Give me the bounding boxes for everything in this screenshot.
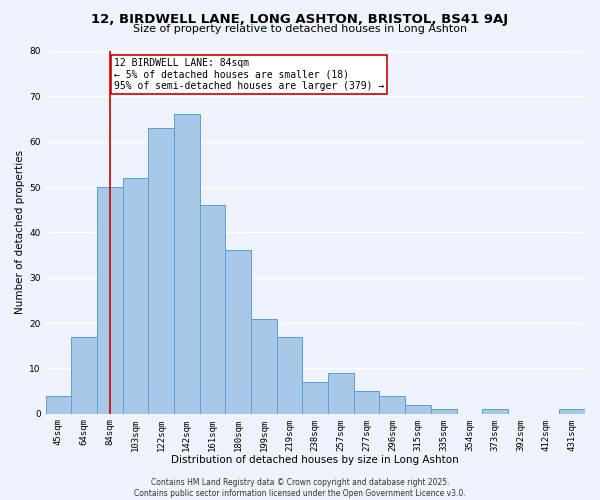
Text: Contains HM Land Registry data © Crown copyright and database right 2025.
Contai: Contains HM Land Registry data © Crown c… [134,478,466,498]
Bar [97,187,122,414]
Bar [354,391,379,413]
Text: 12 BIRDWELL LANE: 84sqm
← 5% of detached houses are smaller (18)
95% of semi-det: 12 BIRDWELL LANE: 84sqm ← 5% of detached… [113,58,384,91]
Bar [559,409,585,414]
Text: Size of property relative to detached houses in Long Ashton: Size of property relative to detached ho… [133,24,467,34]
Bar [431,409,457,414]
X-axis label: Distribution of detached houses by size in Long Ashton: Distribution of detached houses by size … [172,455,459,465]
Bar [200,205,226,414]
Bar [482,409,508,414]
Bar [277,336,302,413]
Bar [174,114,200,414]
Bar [148,128,174,414]
Y-axis label: Number of detached properties: Number of detached properties [15,150,25,314]
Bar [328,373,354,414]
Bar [46,396,71,413]
Text: 12, BIRDWELL LANE, LONG ASHTON, BRISTOL, BS41 9AJ: 12, BIRDWELL LANE, LONG ASHTON, BRISTOL,… [91,12,509,26]
Bar [302,382,328,414]
Bar [122,178,148,414]
Bar [405,404,431,413]
Bar [251,318,277,414]
Bar [71,336,97,413]
Bar [379,396,405,413]
Bar [226,250,251,414]
